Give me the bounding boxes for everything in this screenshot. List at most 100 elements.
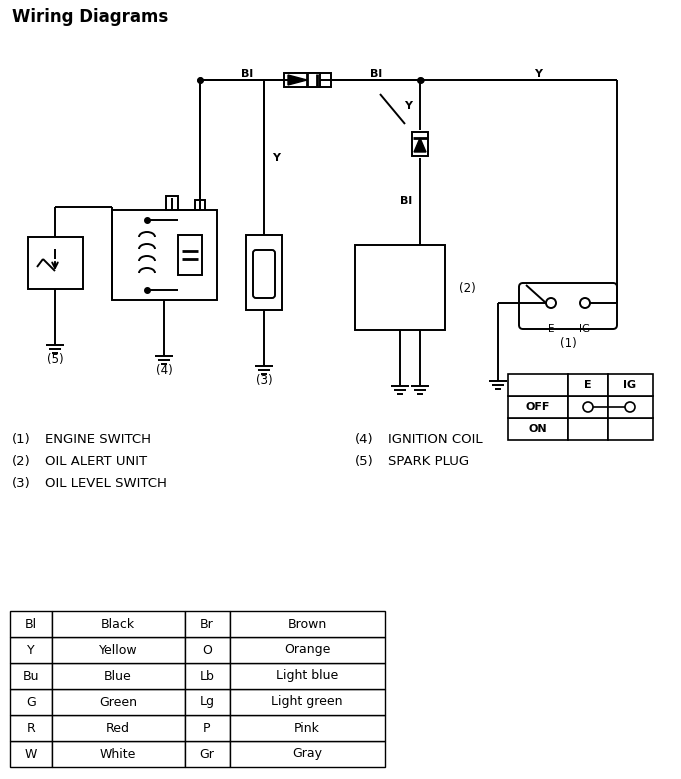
Text: (3): (3) <box>12 477 31 489</box>
FancyBboxPatch shape <box>253 250 275 298</box>
Text: Blue: Blue <box>104 669 132 682</box>
Text: (3): (3) <box>255 373 272 386</box>
Text: (5): (5) <box>355 454 374 467</box>
Bar <box>295 73 331 87</box>
Bar <box>230 741 385 767</box>
Bar <box>112 210 217 300</box>
Bar <box>508 396 568 418</box>
Bar <box>166 196 178 210</box>
Text: Gr: Gr <box>200 748 215 760</box>
Text: SPARK PLUG: SPARK PLUG <box>388 454 469 467</box>
Text: ON: ON <box>528 424 548 434</box>
Bar <box>185 637 230 663</box>
Text: Br: Br <box>200 618 214 630</box>
Bar <box>284 73 320 87</box>
Bar <box>355 245 445 330</box>
Bar <box>185 663 230 689</box>
Text: Black: Black <box>101 618 135 630</box>
Bar <box>568 396 608 418</box>
Text: Light blue: Light blue <box>276 669 338 682</box>
Text: Bl: Bl <box>25 618 37 630</box>
Bar <box>52 611 185 637</box>
Bar <box>230 689 385 715</box>
Text: (2): (2) <box>12 454 31 467</box>
Bar <box>508 374 568 396</box>
Text: Lg: Lg <box>200 696 215 708</box>
Bar <box>230 715 385 741</box>
Bar <box>185 611 230 637</box>
Polygon shape <box>299 75 317 85</box>
Bar <box>608 418 653 440</box>
Bar <box>195 200 205 212</box>
Text: G: G <box>26 696 36 708</box>
Text: Lb: Lb <box>200 669 215 682</box>
Bar <box>230 663 385 689</box>
Bar <box>10 611 52 637</box>
Bar <box>10 715 52 741</box>
Bar <box>52 637 185 663</box>
Text: Y: Y <box>272 153 280 163</box>
Text: E: E <box>548 324 554 334</box>
Text: P: P <box>203 721 210 735</box>
Text: Bl: Bl <box>370 69 382 79</box>
Text: E: E <box>584 380 592 390</box>
Text: Bl: Bl <box>400 196 412 206</box>
Text: (2): (2) <box>459 281 476 294</box>
Text: R: R <box>27 721 35 735</box>
Bar <box>412 132 428 156</box>
Text: OIL ALERT UNIT: OIL ALERT UNIT <box>45 454 147 467</box>
Text: (5): (5) <box>47 353 63 365</box>
Bar <box>608 374 653 396</box>
Bar <box>568 418 608 440</box>
Bar <box>52 741 185 767</box>
Text: Bl: Bl <box>241 69 253 79</box>
Text: (4): (4) <box>156 364 172 376</box>
Bar <box>52 663 185 689</box>
Bar <box>10 741 52 767</box>
Bar <box>10 689 52 715</box>
Bar <box>10 663 52 689</box>
Text: O: O <box>202 643 212 657</box>
Text: Wiring Diagrams: Wiring Diagrams <box>12 8 168 26</box>
Bar <box>52 689 185 715</box>
FancyBboxPatch shape <box>519 283 617 329</box>
Bar <box>568 374 608 396</box>
Text: OIL LEVEL SWITCH: OIL LEVEL SWITCH <box>45 477 167 489</box>
Polygon shape <box>288 75 307 85</box>
Text: (4): (4) <box>355 432 374 446</box>
Text: OFF: OFF <box>526 402 550 412</box>
Text: White: White <box>100 748 136 760</box>
Text: Gray: Gray <box>292 748 322 760</box>
Text: ENGINE SWITCH: ENGINE SWITCH <box>45 432 151 446</box>
Text: Bu: Bu <box>22 669 39 682</box>
Bar <box>52 715 185 741</box>
Bar <box>10 637 52 663</box>
Text: (1): (1) <box>560 337 576 350</box>
Text: IG: IG <box>623 380 637 390</box>
Text: Y: Y <box>534 69 542 79</box>
Bar <box>230 637 385 663</box>
Polygon shape <box>414 138 426 152</box>
Text: Light green: Light green <box>271 696 343 708</box>
Bar <box>178 235 202 275</box>
Text: Pink: Pink <box>294 721 320 735</box>
Bar <box>185 715 230 741</box>
Text: Y: Y <box>404 101 412 111</box>
Text: W: W <box>25 748 37 760</box>
Text: (1): (1) <box>12 432 31 446</box>
Text: IG: IG <box>580 324 590 334</box>
Bar <box>508 418 568 440</box>
Text: Red: Red <box>106 721 130 735</box>
Bar <box>246 235 282 310</box>
Bar <box>185 689 230 715</box>
Bar <box>185 741 230 767</box>
Text: Orange: Orange <box>284 643 330 657</box>
Bar <box>608 396 653 418</box>
Bar <box>28 237 83 289</box>
Text: IGNITION COIL: IGNITION COIL <box>388 432 483 446</box>
Text: Brown: Brown <box>287 618 327 630</box>
Text: Yellow: Yellow <box>99 643 138 657</box>
Text: Green: Green <box>99 696 137 708</box>
Bar <box>230 611 385 637</box>
Text: Y: Y <box>27 643 35 657</box>
